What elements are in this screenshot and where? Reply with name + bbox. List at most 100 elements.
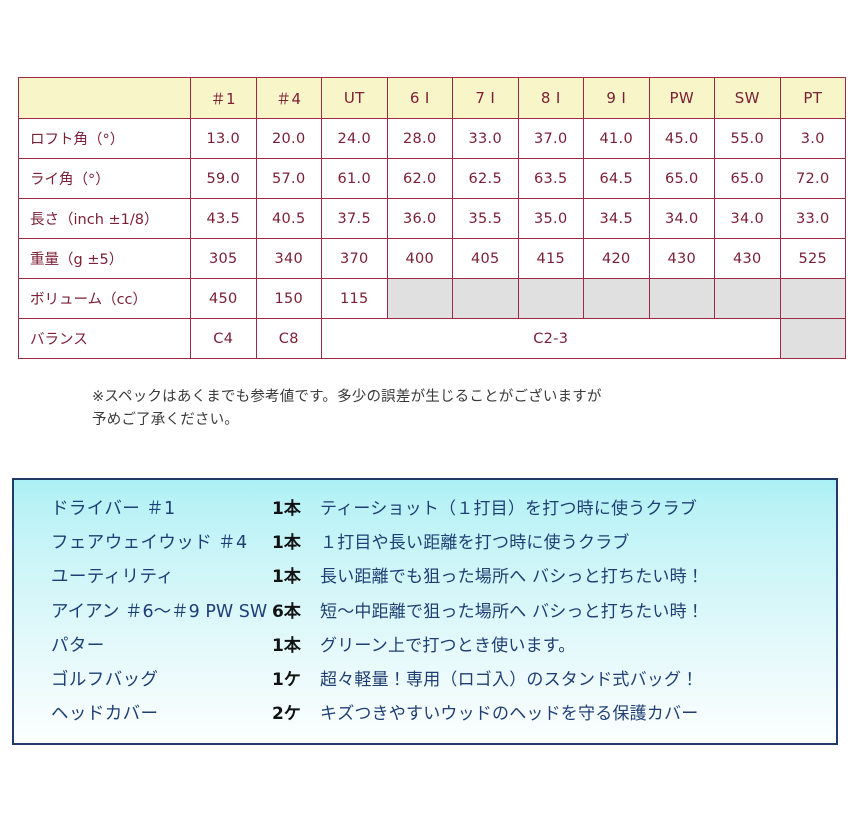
club-qty-head-cover: 2ケ [272,704,301,725]
list-item: ユーティリティ 1本 長い距離でも狙った場所へ バシっと打ちたい時！ [14,562,836,596]
cell-length-8i: 35.0 [517,198,584,239]
club-name-utility: ユーティリティ [51,567,175,588]
cell-lie-1: 59.0 [190,158,257,199]
spec-note-line-2: 予めご了承ください。 [92,412,239,429]
cell-weight-8i: 415 [517,238,584,279]
cell-weight-6i: 400 [386,238,453,279]
cell-length-pt: 33.0 [779,198,846,239]
cell-lie-7i: 62.5 [452,158,519,199]
cell-balance-merged: C2-3 [321,318,781,359]
cell-weight-pt: 525 [779,238,846,279]
cell-loft-9i: 41.0 [583,118,650,159]
column-header-sw: SW [714,77,781,119]
cell-volume-8i-disabled [517,278,584,319]
cell-weight-4: 340 [255,238,322,279]
club-desc-fairway-wood: １打目や長い距離を打つ時に使うクラブ [320,533,630,554]
table-row: ロフト角（°） 13.0 20.0 24.0 28.0 33.0 37.0 41… [18,118,846,159]
club-desc-driver: ティーショット（１打目）を打つ時に使うクラブ [320,499,698,519]
list-item: ドライバー ＃1 1本 ティーショット（１打目）を打つ時に使うクラブ [14,494,836,528]
cell-length-1: 43.5 [190,198,257,239]
column-header-9i: 9 I [583,77,650,119]
table-row: 長さ（inch ±1/8） 43.5 40.5 37.5 36.0 35.5 3… [18,198,846,239]
club-set-contents-panel: ドライバー ＃1 1本 ティーショット（１打目）を打つ時に使うクラブ フェアウェ… [12,478,838,745]
cell-lie-pw: 65.0 [648,158,715,199]
cell-loft-6i: 28.0 [386,118,453,159]
column-header-8i: 8 I [517,77,584,119]
club-desc-irons: 短〜中距離で狙った場所へ バシっと打ちたい時！ [320,601,705,622]
table-row: バランス C4 C8 C2-3 [18,318,846,359]
cell-balance-1: C4 [190,318,257,359]
cell-length-6i: 36.0 [386,198,453,239]
club-name-putter: パター [51,635,105,656]
cell-volume-6i-disabled [386,278,453,319]
row-label-length: 長さ（inch ±1/8） [18,198,191,239]
club-name-fairway-wood: フェアウェイウッド ＃4 [51,533,248,554]
cell-lie-8i: 63.5 [517,158,584,199]
list-item: アイアン ＃6〜＃9 PW SW 6本 短〜中距離で狙った場所へ バシっと打ちた… [14,597,836,631]
cell-lie-pt: 72.0 [779,158,846,199]
cell-weight-sw: 430 [714,238,781,279]
cell-length-4: 40.5 [255,198,322,239]
list-item: フェアウェイウッド ＃4 1本 １打目や長い距離を打つ時に使うクラブ [14,528,836,562]
row-label-volume: ボリューム（cc） [18,278,191,319]
club-desc-putter: グリーン上で打つとき使います。 [320,635,576,656]
row-label-lie-angle: ライ角（°） [18,158,191,199]
column-header-pt: PT [779,77,846,119]
cell-weight-9i: 420 [583,238,650,279]
cell-loft-4: 20.0 [255,118,322,159]
club-qty-utility: 1本 [272,567,301,588]
cell-loft-7i: 33.0 [452,118,519,159]
spec-table-header-row: ＃1 ＃4 UT 6 I 7 I 8 I 9 I PW SW PT [18,77,846,119]
column-header-pw: PW [648,77,715,119]
column-header-ut: UT [321,77,388,119]
table-row: ボリューム（cc） 450 150 115 [18,278,846,319]
club-desc-golf-bag: 超々軽量！専用（ロゴ入）のスタンド式バッグ！ [320,669,699,690]
cell-weight-pw: 430 [648,238,715,279]
list-item: ヘッドカバー 2ケ キズつきやすいウッドのヘッドを守る保護カバー [14,699,836,733]
cell-volume-pw-disabled [648,278,715,319]
list-item: パター 1本 グリーン上で打つとき使います。 [14,631,836,665]
cell-length-sw: 34.0 [714,198,781,239]
cell-volume-9i-disabled [583,278,650,319]
cell-volume-pt-disabled [779,278,846,319]
cell-volume-4: 150 [255,278,322,319]
club-name-head-cover: ヘッドカバー [51,704,159,725]
cell-weight-7i: 405 [452,238,519,279]
cell-volume-7i-disabled [452,278,519,319]
cell-loft-pt: 3.0 [779,118,846,159]
spec-note-line-1: ※スペックはあくまでも参考値です。多少の誤差が生じることがございますが [92,389,602,405]
club-qty-putter: 1本 [272,635,301,656]
cell-balance-pt-disabled [779,318,846,359]
table-row: ライ角（°） 59.0 57.0 61.0 62.0 62.5 63.5 64.… [18,158,846,199]
cell-volume-ut: 115 [321,278,388,319]
cell-loft-pw: 45.0 [648,118,715,159]
row-label-balance: バランス [18,318,191,359]
club-qty-irons: 6本 [272,601,301,622]
cell-loft-ut: 24.0 [321,118,388,159]
club-set-list: ドライバー ＃1 1本 ティーショット（１打目）を打つ時に使うクラブ フェアウェ… [14,494,836,733]
cell-lie-ut: 61.0 [321,158,388,199]
cell-loft-sw: 55.0 [714,118,781,159]
cell-balance-4: C8 [255,318,322,359]
cell-volume-sw-disabled [714,278,781,319]
cell-length-ut: 37.5 [321,198,388,239]
cell-length-7i: 35.5 [452,198,519,239]
club-name-golf-bag: ゴルフバッグ [51,669,159,690]
cell-lie-4: 57.0 [255,158,322,199]
cell-volume-1: 450 [190,278,257,319]
cell-length-9i: 34.5 [583,198,650,239]
club-spec-table: ＃1 ＃4 UT 6 I 7 I 8 I 9 I PW SW PT ロフト角（°… [18,77,846,359]
club-name-irons: アイアン ＃6〜＃9 PW SW [51,601,268,622]
list-item: ゴルフバッグ 1ケ 超々軽量！専用（ロゴ入）のスタンド式バッグ！ [14,665,836,699]
cell-length-pw: 34.0 [648,198,715,239]
cell-loft-1: 13.0 [190,118,257,159]
club-desc-utility: 長い距離でも狙った場所へ バシっと打ちたい時！ [320,567,705,588]
column-header-driver-1: ＃1 [190,77,257,119]
spec-table-container: ＃1 ＃4 UT 6 I 7 I 8 I 9 I PW SW PT ロフト角（°… [18,77,846,359]
cell-lie-9i: 64.5 [583,158,650,199]
column-header-7i: 7 I [452,77,519,119]
cell-weight-1: 305 [190,238,257,279]
club-qty-driver: 1本 [272,499,301,519]
cell-weight-ut: 370 [321,238,388,279]
club-desc-head-cover: キズつきやすいウッドのヘッドを守る保護カバー [320,704,699,725]
